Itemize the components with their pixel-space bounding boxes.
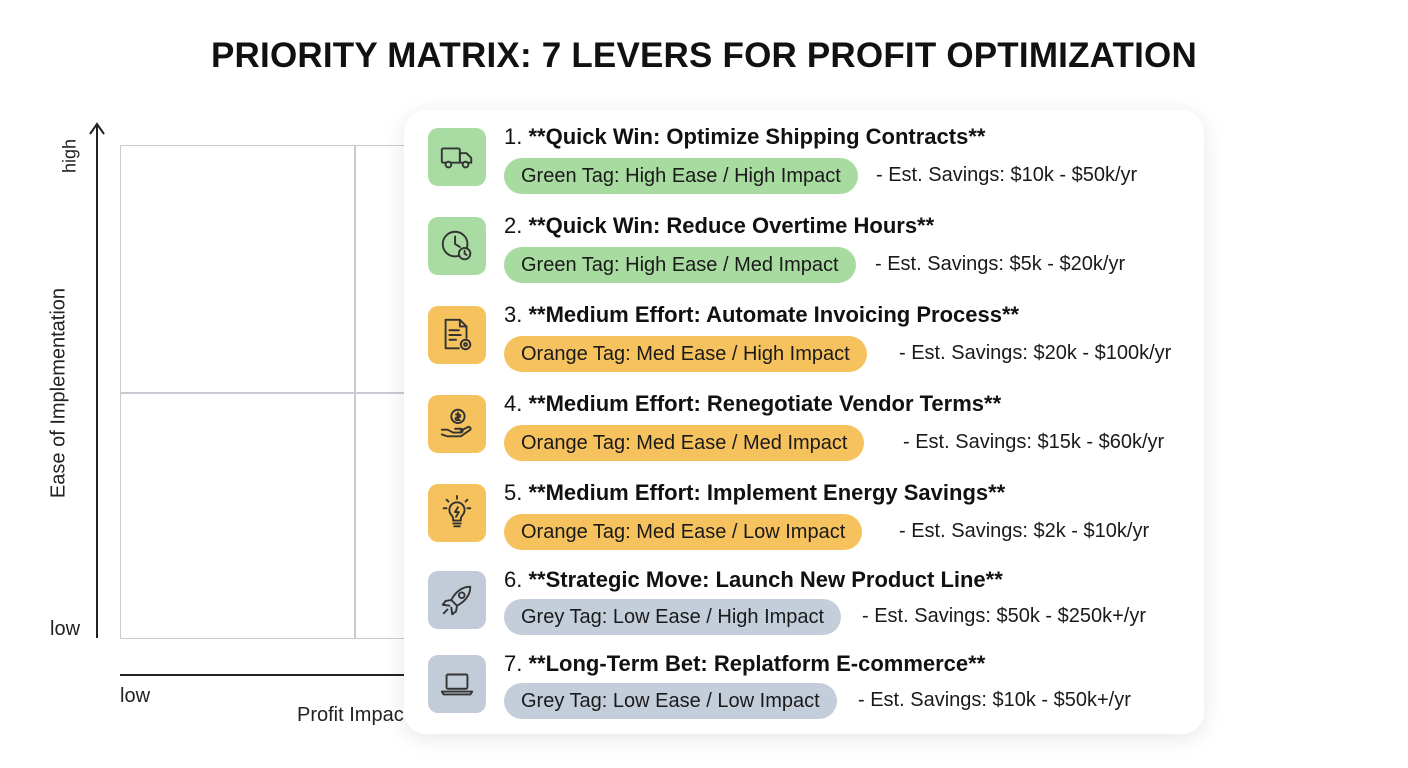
x-axis-low-label: low bbox=[120, 685, 151, 707]
lever-savings: - Est. Savings: $10k - $50k+/yr bbox=[858, 689, 1131, 711]
hand-coin-icon bbox=[428, 395, 486, 453]
lever-item: 1. **Quick Win: Optimize Shipping Contra… bbox=[404, 124, 1204, 204]
rocket-icon bbox=[428, 571, 486, 629]
lever-title: 4. **Medium Effort: Renegotiate Vendor T… bbox=[504, 391, 1002, 416]
lever-title: 3. **Medium Effort: Automate Invoicing P… bbox=[504, 302, 1020, 327]
y-axis-label: Ease of Implementation bbox=[47, 287, 70, 499]
lever-savings: - Est. Savings: $5k - $20k/yr bbox=[875, 253, 1126, 275]
lever-title: 1. **Quick Win: Optimize Shipping Contra… bbox=[504, 124, 986, 149]
lever-title: 7. **Long-Term Bet: Replatform E-commerc… bbox=[504, 651, 986, 676]
truck-icon bbox=[428, 128, 486, 186]
clock-icon bbox=[428, 217, 486, 275]
lever-tag: Green Tag: High Ease / Med Impact bbox=[504, 247, 856, 283]
lever-tag: Orange Tag: Med Ease / High Impact bbox=[504, 336, 867, 372]
invoice-gear-icon bbox=[428, 306, 486, 364]
lever-item: 5. **Medium Effort: Implement Energy Sav… bbox=[404, 480, 1204, 560]
lever-item: 4. **Medium Effort: Renegotiate Vendor T… bbox=[404, 391, 1204, 471]
lever-title: 2. **Quick Win: Reduce Overtime Hours** bbox=[504, 213, 935, 238]
lever-savings: - Est. Savings: $50k - $250k+/yr bbox=[862, 605, 1147, 627]
lightbulb-icon bbox=[428, 484, 486, 542]
y-axis-arrow bbox=[89, 122, 105, 638]
lever-savings: - Est. Savings: $10k - $50k/yr bbox=[876, 164, 1138, 186]
lever-tag: Grey Tag: Low Ease / High Impact bbox=[504, 599, 842, 635]
lever-savings: - Est. Savings: $2k - $10k/yr bbox=[899, 520, 1150, 542]
lever-item: 6. **Strategic Move: Launch New Product … bbox=[404, 567, 1204, 647]
lever-savings: - Est. Savings: $15k - $60k/yr bbox=[903, 431, 1165, 453]
y-axis-high-label: high bbox=[59, 138, 80, 174]
lever-tag: Orange Tag: Med Ease / Low Impact bbox=[504, 514, 863, 550]
lever-item: 3. **Medium Effort: Automate Invoicing P… bbox=[404, 302, 1204, 382]
y-axis-low-label: low bbox=[50, 618, 81, 640]
lever-tag: Orange Tag: Med Ease / Med Impact bbox=[504, 425, 865, 461]
x-axis-label: Profit Impact bbox=[297, 704, 410, 726]
lever-tag: Green Tag: High Ease / High Impact bbox=[504, 158, 858, 194]
page-title: PRIORITY MATRIX: 7 LEVERS FOR PROFIT OPT… bbox=[211, 36, 1197, 75]
lever-tag: Grey Tag: Low Ease / Low Impact bbox=[504, 683, 837, 719]
lever-title: 6. **Strategic Move: Launch New Product … bbox=[504, 567, 1003, 592]
lever-title: 5. **Medium Effort: Implement Energy Sav… bbox=[504, 480, 1006, 505]
lever-savings: - Est. Savings: $20k - $100k/yr bbox=[899, 342, 1172, 364]
laptop-icon bbox=[428, 655, 486, 713]
lever-item: 7. **Long-Term Bet: Replatform E-commerc… bbox=[404, 651, 1204, 731]
levers-card: 1. **Quick Win: Optimize Shipping Contra… bbox=[404, 110, 1204, 734]
grid-divider-horizontal bbox=[121, 392, 539, 394]
x-axis-line bbox=[120, 674, 430, 676]
lever-item: 2. **Quick Win: Reduce Overtime Hours** … bbox=[404, 213, 1204, 293]
